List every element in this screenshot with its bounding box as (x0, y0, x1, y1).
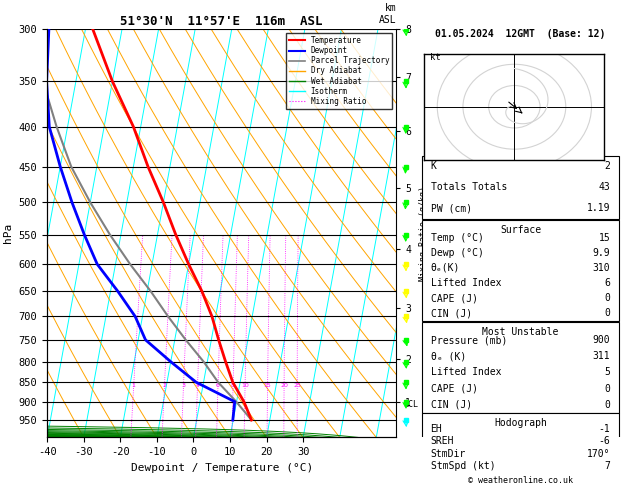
Text: 1.19: 1.19 (587, 204, 611, 213)
Text: 6: 6 (604, 278, 611, 288)
Text: CIN (J): CIN (J) (430, 309, 472, 318)
Text: SREH: SREH (430, 436, 454, 447)
Y-axis label: hPa: hPa (3, 223, 13, 243)
Text: 15: 15 (264, 382, 272, 387)
Text: 43: 43 (599, 182, 611, 192)
Text: kt: kt (430, 53, 440, 62)
Text: Lifted Index: Lifted Index (430, 278, 501, 288)
Text: 170°: 170° (587, 449, 611, 459)
Text: -6: -6 (599, 436, 611, 447)
Text: EH: EH (430, 424, 442, 434)
Text: PW (cm): PW (cm) (430, 204, 472, 213)
FancyBboxPatch shape (423, 156, 619, 219)
Text: Pressure (mb): Pressure (mb) (430, 335, 507, 345)
Text: θₑ (K): θₑ (K) (430, 351, 466, 361)
Text: Totals Totals: Totals Totals (430, 182, 507, 192)
Text: Temp (°C): Temp (°C) (430, 233, 484, 243)
Text: θₑ(K): θₑ(K) (430, 263, 460, 273)
Text: 1: 1 (131, 382, 135, 387)
FancyBboxPatch shape (423, 413, 619, 472)
Text: LCL: LCL (403, 399, 418, 409)
Text: Mixing Ratio (g/kg): Mixing Ratio (g/kg) (419, 186, 428, 281)
Text: -1: -1 (599, 424, 611, 434)
Text: Surface: Surface (500, 225, 541, 235)
Text: 2: 2 (604, 161, 611, 171)
Text: CIN (J): CIN (J) (430, 400, 472, 410)
Text: 9.9: 9.9 (593, 248, 611, 258)
FancyBboxPatch shape (423, 322, 619, 413)
Text: 15: 15 (599, 233, 611, 243)
Text: 8: 8 (231, 382, 235, 387)
Text: 0: 0 (604, 400, 611, 410)
Text: Dewp (°C): Dewp (°C) (430, 248, 484, 258)
Legend: Temperature, Dewpoint, Parcel Trajectory, Dry Adiabat, Wet Adiabat, Isotherm, Mi: Temperature, Dewpoint, Parcel Trajectory… (286, 33, 392, 109)
Text: 01.05.2024  12GMT  (Base: 12): 01.05.2024 12GMT (Base: 12) (435, 29, 606, 39)
Text: 6: 6 (216, 382, 220, 387)
Text: 900: 900 (593, 335, 611, 345)
Text: 0: 0 (604, 309, 611, 318)
Text: Lifted Index: Lifted Index (430, 367, 501, 378)
Text: © weatheronline.co.uk: © weatheronline.co.uk (468, 476, 573, 485)
Text: CAPE (J): CAPE (J) (430, 293, 477, 303)
Text: 311: 311 (593, 351, 611, 361)
FancyBboxPatch shape (423, 220, 619, 321)
Text: 25: 25 (293, 382, 301, 387)
Text: CAPE (J): CAPE (J) (430, 383, 477, 394)
Text: 3: 3 (181, 382, 186, 387)
Text: 10: 10 (241, 382, 249, 387)
Text: Most Unstable: Most Unstable (482, 327, 559, 337)
Text: K: K (430, 161, 437, 171)
Text: StmDir: StmDir (430, 449, 466, 459)
Text: 310: 310 (593, 263, 611, 273)
Title: 51°30'N  11°57'E  116m  ASL: 51°30'N 11°57'E 116m ASL (121, 15, 323, 28)
Text: km
ASL: km ASL (379, 3, 396, 25)
Text: 20: 20 (280, 382, 288, 387)
Text: 0: 0 (604, 383, 611, 394)
Text: 0: 0 (604, 293, 611, 303)
Text: 2: 2 (162, 382, 166, 387)
Text: 7: 7 (604, 461, 611, 471)
Text: Hodograph: Hodograph (494, 418, 547, 428)
X-axis label: Dewpoint / Temperature (°C): Dewpoint / Temperature (°C) (131, 463, 313, 473)
Text: StmSpd (kt): StmSpd (kt) (430, 461, 495, 471)
Text: 4: 4 (196, 382, 199, 387)
Text: 5: 5 (604, 367, 611, 378)
